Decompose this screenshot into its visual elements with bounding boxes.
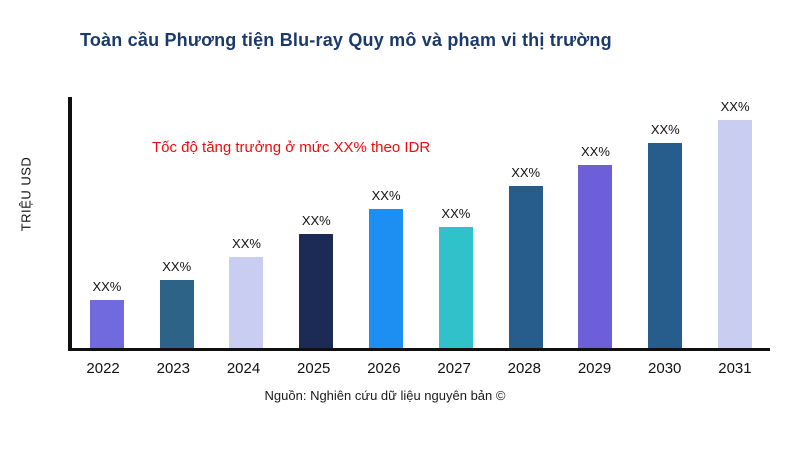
x-tick-label-2022: 2022 — [86, 360, 120, 377]
bar-2031 — [718, 119, 753, 348]
bar-2026 — [369, 208, 404, 348]
bar-chart: TRIỆU USD Tốc độ tăng trưởng ở mức XX% t… — [19, 97, 770, 377]
bar-value-label: XX% — [92, 279, 122, 295]
bar-2028 — [508, 186, 543, 348]
bar-value-label: XX% — [511, 165, 541, 180]
bar-value-label: XX% — [301, 212, 331, 228]
bar-2029 — [578, 165, 613, 348]
x-tick-label-2024: 2024 — [226, 360, 261, 377]
x-axis-labels: 2022 2023 2024 2025 2026 2027 2028 2029 2030 2031 — [68, 360, 770, 377]
bar-value-label: XX% — [162, 258, 192, 274]
x-tick-label-2026: 2026 — [367, 360, 401, 377]
bar-value-label: XX% — [581, 144, 610, 160]
growth-annotation: Tốc độ tăng trưởng ở mức XX% theo IDR — [152, 139, 431, 156]
source-note: Nguồn: Nghiên cứu dữ liệu nguyên bản © — [264, 388, 506, 403]
x-tick-label-2025: 2025 — [297, 360, 331, 377]
bars-container: XX% XX% XX% XX% XX% XX% XX% XX% XX% XX% — [72, 97, 770, 348]
bar-slot: XX% — [630, 97, 700, 348]
bar-2030 — [648, 142, 683, 348]
bar-slot: XX% — [212, 97, 282, 348]
bar-slot: XX% — [142, 97, 212, 348]
chart-title: Toàn cầu Phương tiện Blu-ray Quy mô và p… — [80, 30, 612, 50]
bar-slot: XX% — [561, 97, 631, 348]
x-tick-label-2027: 2027 — [437, 360, 471, 377]
bar-2022 — [89, 300, 124, 348]
bar-slot: XX% — [281, 97, 351, 348]
x-tick-label-2031: 2031 — [718, 360, 752, 377]
bar-2023 — [159, 279, 194, 348]
y-axis-label: TRIỆU USD — [18, 156, 34, 231]
bar-slot: XX% — [421, 97, 491, 348]
x-tick-label-2029: 2029 — [577, 360, 612, 377]
plot-area: Tốc độ tăng trưởng ở mức XX% theo IDR XX… — [68, 97, 770, 351]
bar-2027 — [438, 227, 473, 348]
bar-slot: XX% — [351, 97, 421, 348]
x-tick-label-2030: 2030 — [648, 360, 682, 377]
x-tick-label-2028: 2028 — [507, 360, 541, 377]
bar-value-label: XX% — [650, 121, 680, 137]
bar-2025 — [299, 233, 334, 348]
x-tick-label-2023: 2023 — [156, 360, 190, 377]
bar-slot: XX% — [491, 97, 561, 348]
bar-value-label: XX% — [720, 98, 750, 114]
bar-value-label: XX% — [371, 187, 401, 203]
bar-slot: XX% — [700, 97, 770, 348]
bar-value-label: XX% — [441, 206, 471, 222]
bar-value-label: XX% — [232, 235, 261, 251]
bar-2024 — [229, 256, 264, 348]
bar-slot: XX% — [72, 97, 142, 348]
